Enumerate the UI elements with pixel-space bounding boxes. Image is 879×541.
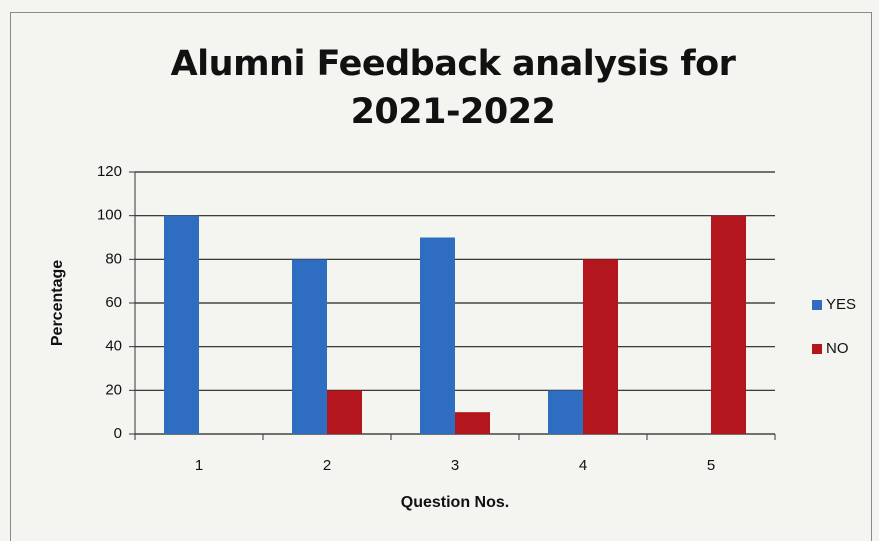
bar [455,412,490,434]
legend-swatch [812,300,822,310]
x-tick-label: 5 [707,457,715,474]
legend-swatch [812,344,822,354]
y-tick-label: 100 [97,207,122,224]
bar [548,390,583,434]
x-tick-label: 2 [323,457,331,474]
bar [292,259,327,434]
bar [420,237,455,434]
y-tick-label: 40 [105,338,122,355]
bar [711,215,746,434]
x-axis-label: Question Nos. [401,494,509,511]
x-tick-label: 1 [195,457,203,474]
legend-label: YES [826,296,856,313]
bar [327,390,362,434]
y-tick-label: 0 [114,425,122,442]
y-axis-label: Percentage [49,260,66,346]
y-tick-label: 80 [105,250,122,267]
chart-title: Alumni Feedback analysis for 2021-2022 [170,44,736,132]
y-tick-label: 60 [105,294,122,311]
x-tick-label: 3 [451,457,459,474]
x-tick-label: 4 [579,457,587,474]
legend-label: NO [826,340,849,357]
bar [164,215,199,434]
y-tick-label: 120 [97,163,122,180]
y-tick-label: 20 [105,381,122,398]
chart-frame [10,12,872,541]
bar [583,259,618,434]
